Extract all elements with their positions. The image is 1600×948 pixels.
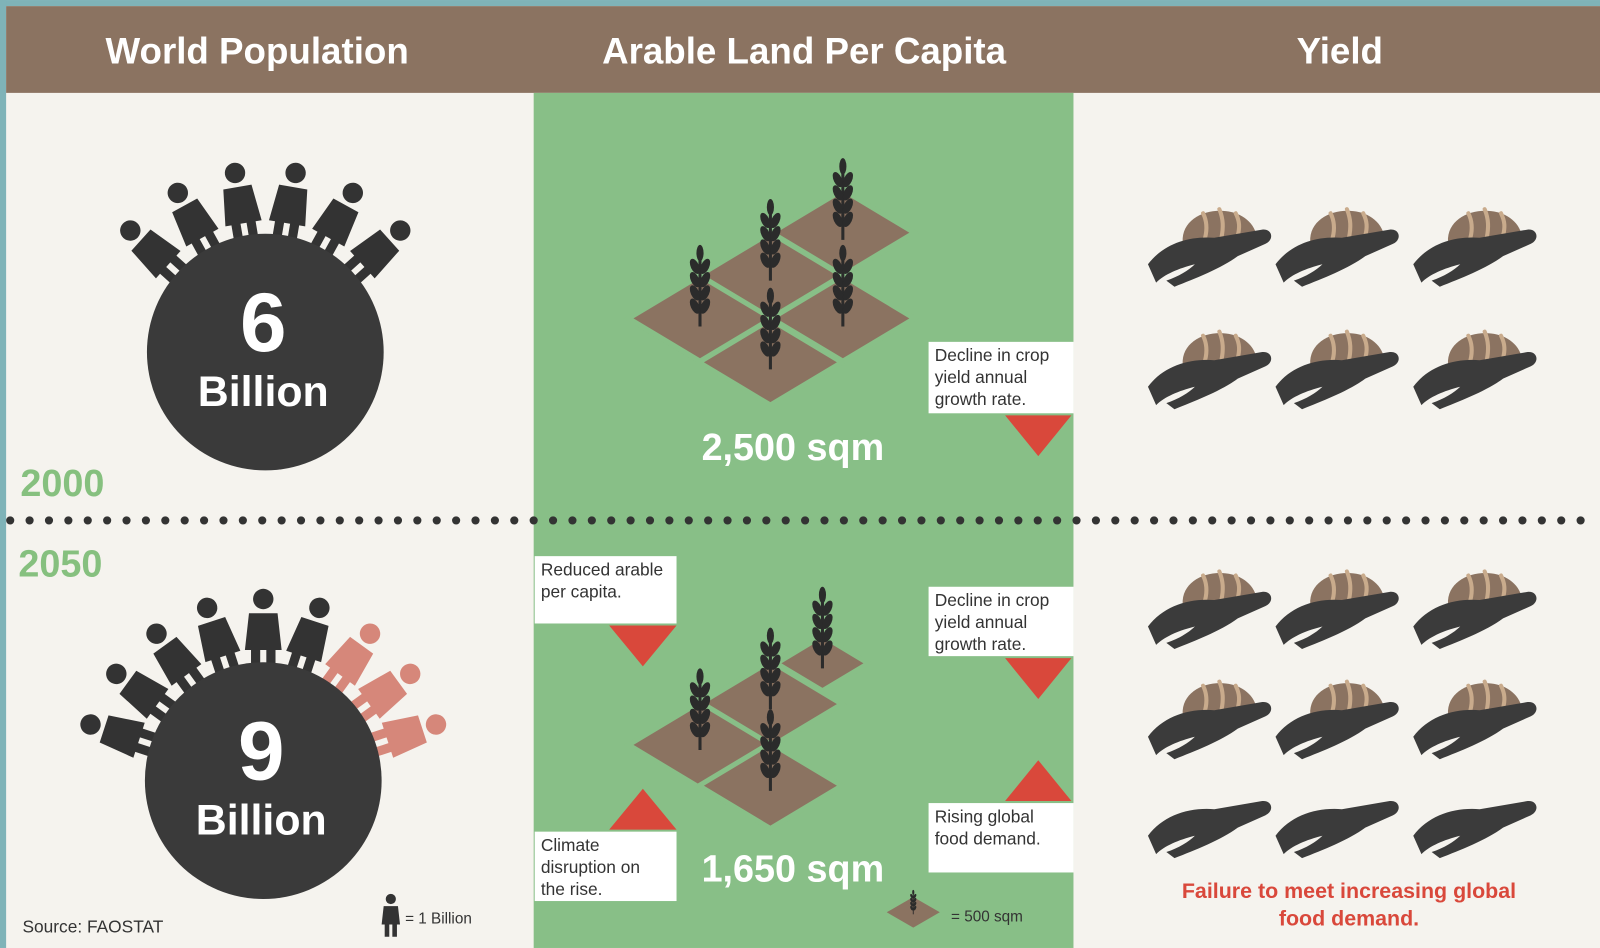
- callout-line: growth rate.: [935, 389, 1027, 409]
- year-label: 2050: [18, 543, 102, 585]
- warning-note: Failure to meet increasing global: [1182, 879, 1516, 903]
- column-header: World Population: [106, 30, 409, 71]
- callout-line: growth rate.: [935, 634, 1027, 654]
- callout-line: the rise.: [541, 879, 603, 899]
- area-label: 1,650 sqm: [702, 848, 885, 890]
- callout-line: Reduced arable: [541, 560, 663, 580]
- top-border: [0, 0, 1600, 6]
- callout-line: per capita.: [541, 581, 622, 601]
- column-header: Yield: [1297, 30, 1383, 71]
- column-header: Arable Land Per Capita: [602, 30, 1007, 71]
- infographic: World Population Arable Land Per Capita …: [0, 0, 1600, 948]
- callout-line: Rising global: [935, 806, 1034, 826]
- area-label: 2,500 sqm: [702, 426, 885, 468]
- left-border: [0, 0, 6, 948]
- callout-line: disruption on: [541, 857, 640, 877]
- legend-text: = 500 sqm: [951, 908, 1023, 925]
- source: Source: FAOSTAT: [22, 917, 163, 937]
- year-label: 2000: [20, 462, 104, 504]
- warning-note: food demand.: [1279, 907, 1419, 931]
- legend-text: = 1 Billion: [405, 910, 472, 927]
- note-line: food demand.: [1279, 907, 1419, 931]
- population-number: 9: [238, 704, 285, 798]
- population-number: 6: [240, 275, 287, 369]
- population-unit: Billion: [196, 797, 327, 845]
- callout-line: Decline in crop: [935, 345, 1050, 365]
- callout-line: food demand.: [935, 828, 1041, 848]
- callout-line: Climate: [541, 835, 600, 855]
- callout-line: Decline in crop: [935, 590, 1050, 610]
- note-line: Failure to meet increasing global: [1182, 879, 1516, 903]
- callout-line: yield annual: [935, 367, 1028, 387]
- population-unit: Billion: [198, 368, 329, 416]
- callout-line: yield annual: [935, 612, 1028, 632]
- page: World Population Arable Land Per Capita …: [0, 0, 1600, 948]
